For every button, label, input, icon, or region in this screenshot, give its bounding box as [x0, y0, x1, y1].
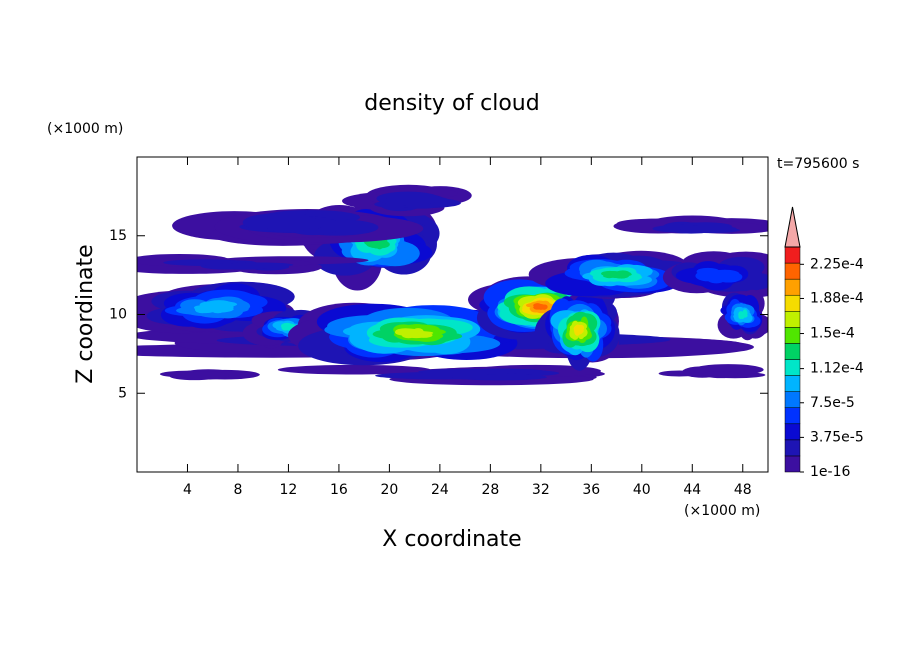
- cloud-shape: [418, 368, 525, 375]
- cloud-shape: [371, 241, 384, 249]
- cloud-shape: [226, 264, 269, 270]
- colorbar-band: [784, 278, 801, 296]
- colorbar-label: 2.25e-4: [810, 256, 864, 272]
- colorbar-band: [784, 327, 801, 344]
- cloud-shape: [385, 195, 439, 203]
- colorbar-band: [784, 423, 801, 441]
- x-tick-label: 12: [280, 482, 298, 498]
- cloud-shape: [710, 269, 740, 278]
- x-tick-label: 16: [330, 482, 348, 498]
- colorbar-band: [784, 294, 801, 312]
- colorbar-label: 3.75e-5: [810, 429, 864, 445]
- x-tick-label: 28: [481, 482, 499, 498]
- x-tick-label: 24: [431, 482, 449, 498]
- contour-field: [137, 184, 768, 386]
- y-tick-label: 10: [109, 307, 127, 323]
- chart-title: density of cloud: [364, 91, 539, 116]
- colorbar-band: [784, 455, 801, 473]
- y-tick-label: 15: [109, 228, 127, 244]
- colorbar-label: 1.88e-4: [810, 290, 864, 306]
- colorbar-band: [784, 439, 801, 457]
- x-tick-label: 20: [380, 482, 398, 498]
- colorbar-band: [784, 262, 801, 280]
- colorbar-band: [784, 359, 801, 376]
- cloud-shape: [739, 312, 746, 319]
- cloud-shape: [201, 303, 218, 312]
- time-label: t=795600 s: [777, 156, 859, 172]
- colorbar-label: 1e-16: [810, 464, 850, 480]
- x-tick-label: 36: [582, 482, 600, 498]
- colorbar-label: 1.12e-4: [810, 361, 864, 377]
- colorbar-band: [784, 343, 801, 360]
- x-axis-label: X coordinate: [382, 527, 521, 552]
- colorbar-label: 1.5e-4: [810, 326, 855, 342]
- x-tick-label: 32: [532, 482, 550, 498]
- cloud-shape: [401, 331, 416, 339]
- cloud-shape: [680, 225, 737, 232]
- cloud-shape: [283, 323, 294, 329]
- cloud-shape: [181, 371, 230, 380]
- colorbar-extend: [784, 206, 801, 248]
- cloud-shape: [414, 332, 433, 338]
- y-tick-label: 5: [118, 385, 127, 401]
- cloud-shape: [261, 212, 316, 233]
- x-tick-label: 4: [183, 482, 192, 498]
- x-tick-label: 48: [734, 482, 752, 498]
- cloud-shape: [574, 329, 581, 336]
- cloud-shape: [702, 370, 739, 379]
- y-axis-label: Z coordinate: [73, 244, 98, 383]
- y-unit: (×1000 m): [47, 121, 123, 137]
- x-unit: (×1000 m): [684, 503, 760, 519]
- colorbar-band: [784, 407, 801, 425]
- cloud-shape: [603, 274, 617, 278]
- colorbar-band: [784, 246, 801, 264]
- x-tick-label: 40: [633, 482, 651, 498]
- cloud-shape: [179, 259, 238, 265]
- colorbar-band: [784, 391, 801, 408]
- cloud-shape: [616, 271, 631, 275]
- cloud-shape: [277, 364, 431, 375]
- colorbar-band: [784, 311, 801, 328]
- cloud-shape: [452, 374, 547, 381]
- cloud-shape: [538, 304, 546, 308]
- x-tick-label: 8: [233, 482, 242, 498]
- x-tick-label: 44: [683, 482, 701, 498]
- colorbar-label: 7.5e-5: [810, 395, 855, 411]
- colorbar-band: [784, 375, 801, 392]
